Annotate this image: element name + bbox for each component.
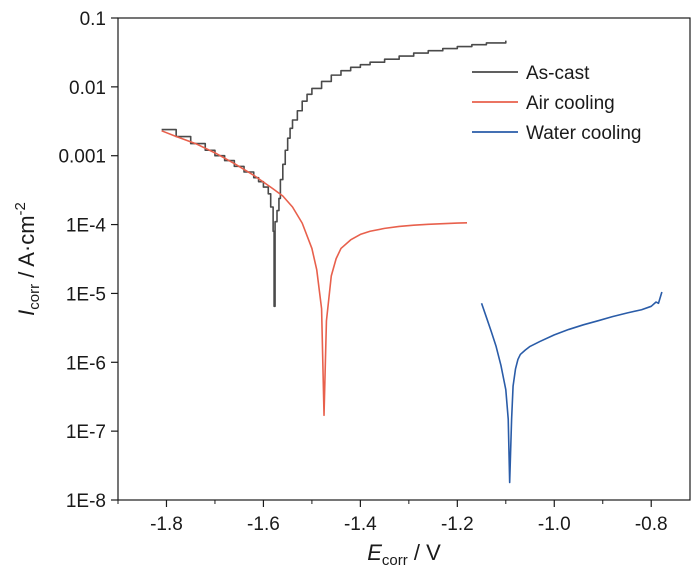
legend: As-cast Air cooling Water cooling xyxy=(472,63,641,144)
x-tick-label: -1.6 xyxy=(247,514,280,535)
x-tick-label: -0.8 xyxy=(635,514,668,535)
y-tick-label: 1E-6 xyxy=(66,353,106,374)
x-axis-title-main: E xyxy=(367,540,382,565)
x-axis-title: Ecorr / V xyxy=(367,540,441,569)
y-tick-label: 0.1 xyxy=(80,9,106,30)
x-tick-label: -1.4 xyxy=(344,514,377,535)
x-axis-title-sub: corr xyxy=(382,552,408,569)
y-tick-label: 1E-5 xyxy=(66,284,106,305)
legend-label-water-cooling: Water cooling xyxy=(526,123,641,144)
y-tick-label: 1E-4 xyxy=(66,216,107,237)
y-axis-title-sup: -2 xyxy=(12,202,29,215)
y-axis-title-sub: corr xyxy=(26,284,43,310)
y-tick-label: 0.001 xyxy=(58,147,106,168)
y-tick-label: 0.01 xyxy=(69,78,106,99)
series-line-as-cast xyxy=(161,40,507,308)
legend-label-as-cast: As-cast xyxy=(526,63,590,84)
x-axis-title-unit: / V xyxy=(408,540,441,565)
y-tick-label: 1E-8 xyxy=(66,491,106,512)
y-axis-title-unit: / A·cm xyxy=(14,215,39,283)
plot-frame xyxy=(117,17,691,501)
series-layer xyxy=(161,40,663,484)
y-axis-ticks: 1E-8 1E-7 1E-6 1E-5 1E-4 0.001 0.01 0.1 xyxy=(58,9,118,512)
x-tick-label: -1.0 xyxy=(538,514,571,535)
series-line-water-cooling xyxy=(480,291,663,484)
x-tick-label: -1.8 xyxy=(150,514,183,535)
series-line-air-cooling xyxy=(161,130,468,417)
x-tick-label: -1.2 xyxy=(441,514,474,535)
y-axis-title-main: I xyxy=(14,310,39,316)
y-axis-title: Icorr / A·cm-2 xyxy=(12,202,43,316)
x-axis-ticks: -1.8 -1.6 -1.4 -1.2 -1.0 -0.8 xyxy=(117,500,668,535)
y-tick-label: 1E-7 xyxy=(66,422,106,443)
legend-label-air-cooling: Air cooling xyxy=(526,93,615,114)
